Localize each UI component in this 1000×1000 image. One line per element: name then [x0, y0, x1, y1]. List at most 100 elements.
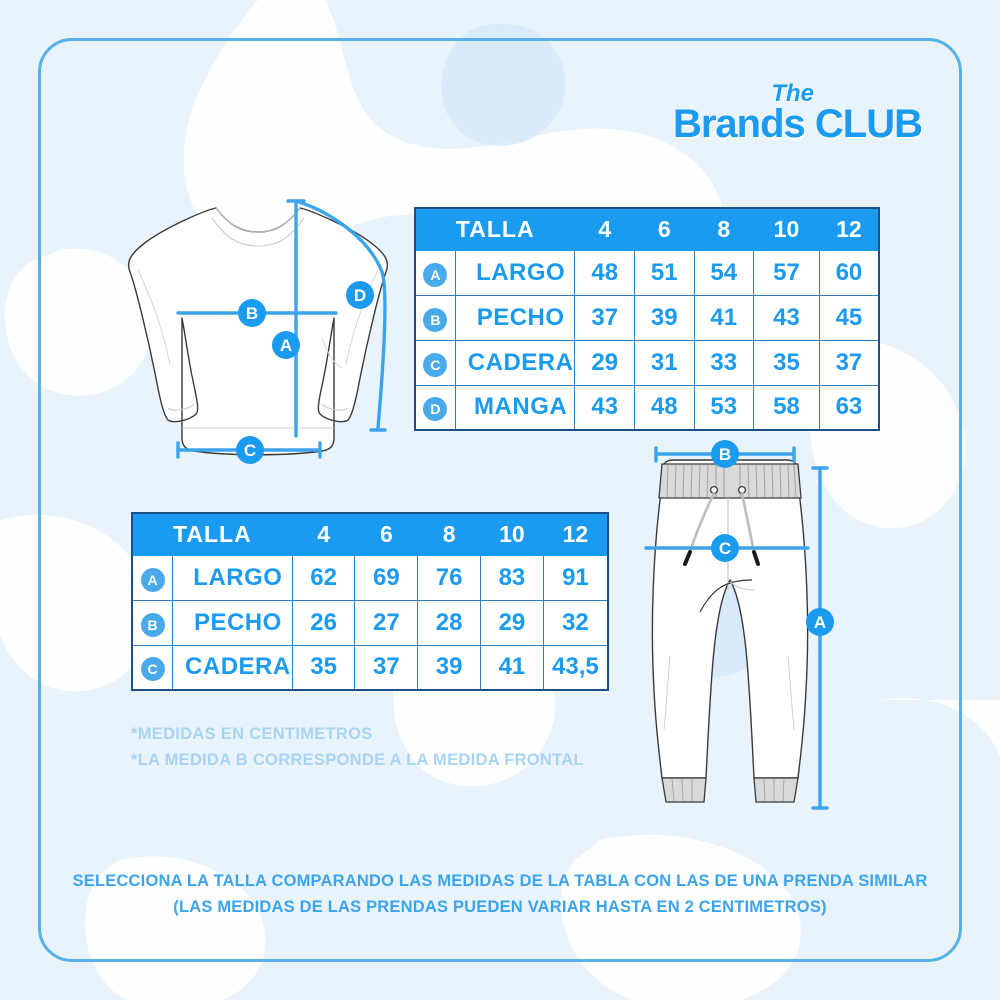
cell-cadera-8: 33: [693, 339, 755, 386]
cell-pecho-8: 28: [417, 599, 482, 646]
header-size-8: 8: [693, 207, 755, 251]
table-row: A LARGO 48 51 54 57 60: [414, 249, 880, 296]
header-size-6: 6: [633, 207, 695, 251]
badge-b: B: [423, 307, 448, 332]
cell-cadera-6: 31: [633, 339, 695, 386]
note-line-2: *LA MEDIDA B CORRESPONDE A LA MEDIDA FRO…: [131, 750, 584, 769]
header-size-12: 12: [818, 207, 880, 251]
cell-manga-8: 53: [693, 384, 755, 431]
sweater-marker-a: A: [272, 331, 300, 359]
header-size-10: 10: [753, 207, 820, 251]
cell-largo-4: 62: [291, 554, 356, 601]
header-talla: TALLA: [131, 512, 293, 556]
header-size-12: 12: [542, 512, 609, 556]
header-talla: TALLA: [414, 207, 576, 251]
row-label-cadera: CADERA: [172, 644, 293, 691]
cell-pecho-4: 37: [574, 294, 635, 341]
row-badge: C: [414, 339, 456, 386]
table-header-row: TALLA 4 6 8 10 12: [414, 207, 880, 251]
row-label-pecho: PECHO: [172, 599, 293, 646]
row-label-manga: MANGA: [454, 384, 576, 431]
measurement-notes: *MEDIDAS EN CENTIMETROS *LA MEDIDA B COR…: [131, 722, 584, 773]
table-row: B PECHO 37 39 41 43 45: [414, 294, 880, 341]
row-badge: B: [414, 294, 456, 341]
table-row: D MANGA 43 48 53 58 63: [414, 384, 880, 431]
note-line-1: *MEDIDAS EN CENTIMETROS: [131, 725, 373, 743]
cell-cadera-12: 43,5: [542, 644, 609, 691]
cell-cadera-4: 29: [574, 339, 635, 386]
brand-logo: The Brands CLUB: [672, 80, 923, 146]
card-frame: [38, 38, 962, 962]
row-label-pecho: PECHO: [454, 294, 576, 341]
cell-manga-12: 63: [818, 384, 880, 431]
cell-largo-8: 54: [693, 249, 755, 296]
sweater-illustration: D B A C: [127, 199, 389, 464]
footer-line-2: (LAS MEDIDAS DE LAS PRENDAS PUEDEN VARIA…: [173, 898, 827, 917]
pants-illustration: B C A: [644, 440, 834, 810]
pants-size-table: TALLA 4 6 8 10 12 A LARGO 62 69 76 83 91…: [131, 512, 609, 691]
sweater-marker-b-label: B: [246, 304, 258, 323]
header-size-8: 8: [417, 512, 482, 556]
cell-largo-8: 76: [417, 554, 482, 601]
row-label-largo: LARGO: [172, 554, 293, 601]
sweater-marker-d: D: [346, 281, 374, 309]
cell-pecho-8: 41: [693, 294, 755, 341]
cell-pecho-6: 39: [633, 294, 695, 341]
pants-marker-b-label: B: [719, 445, 731, 464]
cell-largo-12: 60: [818, 249, 880, 296]
cell-cadera-12: 37: [818, 339, 880, 386]
cell-largo-12: 91: [542, 554, 609, 601]
row-label-cadera: CADERA: [454, 339, 576, 386]
sweater-marker-d-label: D: [354, 286, 366, 305]
cell-pecho-6: 27: [354, 599, 419, 646]
header-size-4: 4: [291, 512, 356, 556]
header-size-6: 6: [354, 512, 419, 556]
cell-manga-4: 43: [574, 384, 635, 431]
cell-cadera-10: 35: [753, 339, 820, 386]
table-row: A LARGO 62 69 76 83 91: [131, 554, 609, 601]
row-badge: D: [414, 384, 456, 431]
cell-pecho-4: 26: [291, 599, 356, 646]
row-badge: C: [131, 644, 174, 691]
pants-marker-a: A: [806, 608, 834, 636]
pants-marker-b: B: [711, 440, 739, 468]
cell-cadera-6: 37: [354, 644, 419, 691]
sweater-marker-c: C: [236, 436, 264, 464]
sweater-marker-b: B: [238, 299, 266, 327]
cell-cadera-10: 41: [480, 644, 544, 691]
cell-pecho-12: 45: [818, 294, 880, 341]
cell-manga-6: 48: [633, 384, 695, 431]
cell-largo-6: 69: [354, 554, 419, 601]
footer-line-1: SELECCIONA LA TALLA COMPARANDO LAS MEDID…: [72, 872, 928, 890]
cell-pecho-12: 32: [542, 599, 609, 646]
header-size-10: 10: [480, 512, 544, 556]
pants-marker-c-label: C: [719, 539, 731, 558]
footer-instructions: SELECCIONA LA TALLA COMPARANDO LAS MEDID…: [0, 868, 1000, 921]
badge-a: A: [140, 567, 165, 592]
badge-b: B: [140, 612, 165, 637]
pants-marker-c: C: [711, 534, 739, 562]
logo-the: The: [771, 80, 814, 107]
table-row: B PECHO 26 27 28 29 32: [131, 599, 609, 646]
cell-largo-4: 48: [574, 249, 635, 296]
badge-c: C: [423, 352, 448, 377]
cell-cadera-8: 39: [417, 644, 482, 691]
header-size-4: 4: [574, 207, 635, 251]
cell-pecho-10: 43: [753, 294, 820, 341]
cell-pecho-10: 29: [480, 599, 544, 646]
logo-brands: Brands: [672, 102, 806, 146]
row-label-largo: LARGO: [454, 249, 576, 296]
logo-club: CLUB: [814, 102, 923, 146]
badge-c: C: [140, 657, 165, 682]
row-badge: A: [414, 249, 456, 296]
badge-d: D: [423, 397, 448, 422]
cell-largo-10: 83: [480, 554, 544, 601]
table-header-row: TALLA 4 6 8 10 12: [131, 512, 609, 556]
sweater-marker-a-label: A: [280, 336, 292, 355]
cell-largo-6: 51: [633, 249, 695, 296]
pants-marker-a-label: A: [814, 613, 826, 632]
row-badge: B: [131, 599, 174, 646]
row-badge: A: [131, 554, 174, 601]
logo-brands-club: Brands CLUB: [672, 102, 923, 146]
